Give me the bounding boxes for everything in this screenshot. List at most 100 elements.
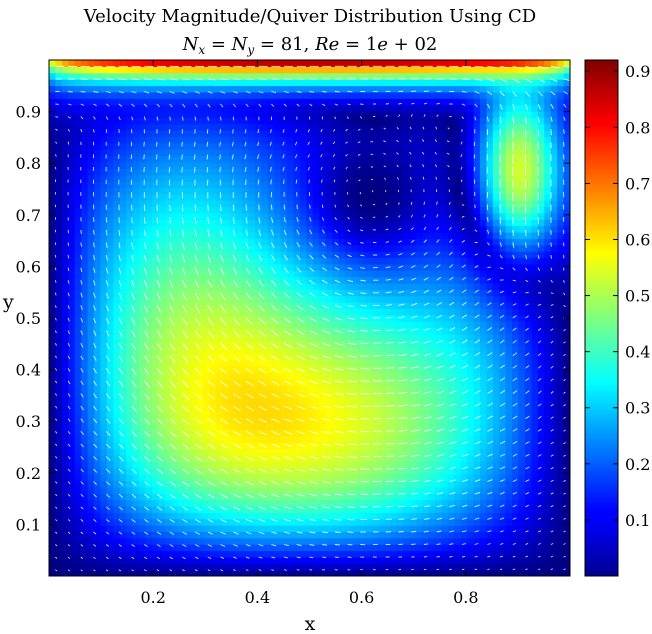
heatmap-cell	[447, 314, 455, 322]
heatmap-cell	[325, 505, 333, 513]
heatmap-cell	[203, 251, 211, 259]
heatmap-cell	[499, 263, 507, 271]
heatmap-cell	[473, 289, 481, 297]
heatmap-cell	[312, 333, 320, 341]
heatmap-cell	[357, 429, 365, 437]
heatmap-cell	[100, 359, 108, 367]
heatmap-cell	[512, 359, 520, 367]
heatmap-cell	[139, 397, 147, 405]
heatmap-cell	[370, 461, 378, 469]
heatmap-cell	[544, 302, 552, 310]
heatmap-cell	[235, 333, 243, 341]
heatmap-cell	[486, 544, 494, 552]
heatmap-cell	[209, 302, 217, 310]
heatmap-cell	[248, 537, 256, 545]
heatmap-cell	[81, 193, 89, 201]
heatmap-cell	[557, 378, 565, 386]
heatmap-cell	[196, 454, 204, 462]
heatmap-cell	[267, 181, 275, 189]
heatmap-cell	[479, 512, 487, 520]
heatmap-cell	[557, 397, 565, 405]
heatmap-cell	[344, 346, 352, 354]
heatmap-cell	[145, 550, 153, 558]
heatmap-cell	[248, 525, 256, 533]
heatmap-cell	[479, 212, 487, 220]
heatmap-cell	[113, 308, 121, 316]
heatmap-cell	[377, 544, 385, 552]
heatmap-cell	[344, 467, 352, 475]
heatmap-cell	[518, 544, 526, 552]
heatmap-cell	[383, 467, 391, 475]
heatmap-cell	[139, 372, 147, 380]
heatmap-cell	[332, 251, 340, 259]
heatmap-cell	[196, 493, 204, 501]
heatmap-cell	[518, 372, 526, 380]
heatmap-cell	[319, 423, 327, 431]
heatmap-cell	[499, 244, 507, 252]
heatmap-cell	[499, 461, 507, 469]
heatmap-cell	[338, 321, 346, 329]
heatmap-cell	[473, 397, 481, 405]
heatmap-cell	[126, 263, 134, 271]
heatmap-cell	[190, 544, 198, 552]
heatmap-cell	[241, 302, 249, 310]
heatmap-cell	[158, 232, 166, 239]
heatmap-cell	[370, 563, 378, 571]
heatmap-cell	[87, 429, 95, 437]
heatmap-cell	[479, 270, 487, 278]
heatmap-cell	[524, 569, 533, 576]
heatmap-cell	[158, 353, 166, 361]
heatmap-cell	[235, 550, 243, 558]
heatmap-cell	[177, 423, 185, 431]
heatmap-cell	[241, 295, 249, 303]
heatmap-cell	[325, 493, 333, 501]
heatmap-cell	[235, 232, 243, 239]
heatmap-cell	[235, 365, 243, 373]
heatmap-cell	[447, 200, 455, 208]
heatmap-cell	[415, 244, 423, 252]
heatmap-cell	[280, 499, 288, 507]
heatmap-cell	[550, 442, 558, 450]
heatmap-cell	[383, 461, 391, 469]
heatmap-cell	[486, 212, 494, 220]
heatmap-cell	[100, 321, 108, 329]
heatmap-cell	[68, 423, 76, 431]
heatmap-cell	[441, 384, 449, 392]
heatmap-cell	[49, 340, 57, 348]
heatmap-cell	[293, 200, 301, 208]
heatmap-cell	[537, 404, 545, 411]
heatmap-cell	[74, 512, 82, 520]
heatmap-cell	[370, 295, 378, 303]
heatmap-cell	[563, 397, 570, 405]
heatmap-cell	[177, 200, 185, 208]
heatmap-cell	[512, 212, 520, 220]
heatmap-cell	[351, 212, 359, 220]
heatmap-cell	[364, 244, 372, 252]
heatmap-cell	[396, 206, 404, 214]
heatmap-cell	[377, 537, 385, 545]
heatmap-cell	[209, 206, 217, 214]
heatmap-cell	[293, 346, 301, 354]
heatmap-cell	[286, 232, 295, 239]
heatmap-cell	[351, 238, 359, 246]
heatmap-cell	[261, 404, 269, 411]
heatmap-cell	[274, 416, 282, 424]
heatmap-cell	[196, 251, 204, 259]
heatmap-cell	[171, 263, 179, 271]
heatmap-cell	[351, 550, 359, 558]
heatmap-cell	[241, 225, 249, 233]
heatmap-cell	[479, 525, 487, 533]
heatmap-cell	[132, 308, 140, 316]
heatmap-cell	[126, 353, 134, 361]
heatmap-cell	[364, 321, 372, 329]
heatmap-cell	[312, 225, 320, 233]
heatmap-cell	[145, 238, 153, 246]
heatmap-cell	[106, 200, 114, 208]
heatmap-cell	[499, 544, 507, 552]
heatmap-cell	[158, 302, 166, 310]
heatmap-cell	[447, 493, 455, 501]
heatmap-cell	[473, 225, 481, 233]
heatmap-cell	[524, 525, 533, 533]
heatmap-cell	[441, 251, 449, 259]
heatmap-cell	[241, 512, 249, 520]
